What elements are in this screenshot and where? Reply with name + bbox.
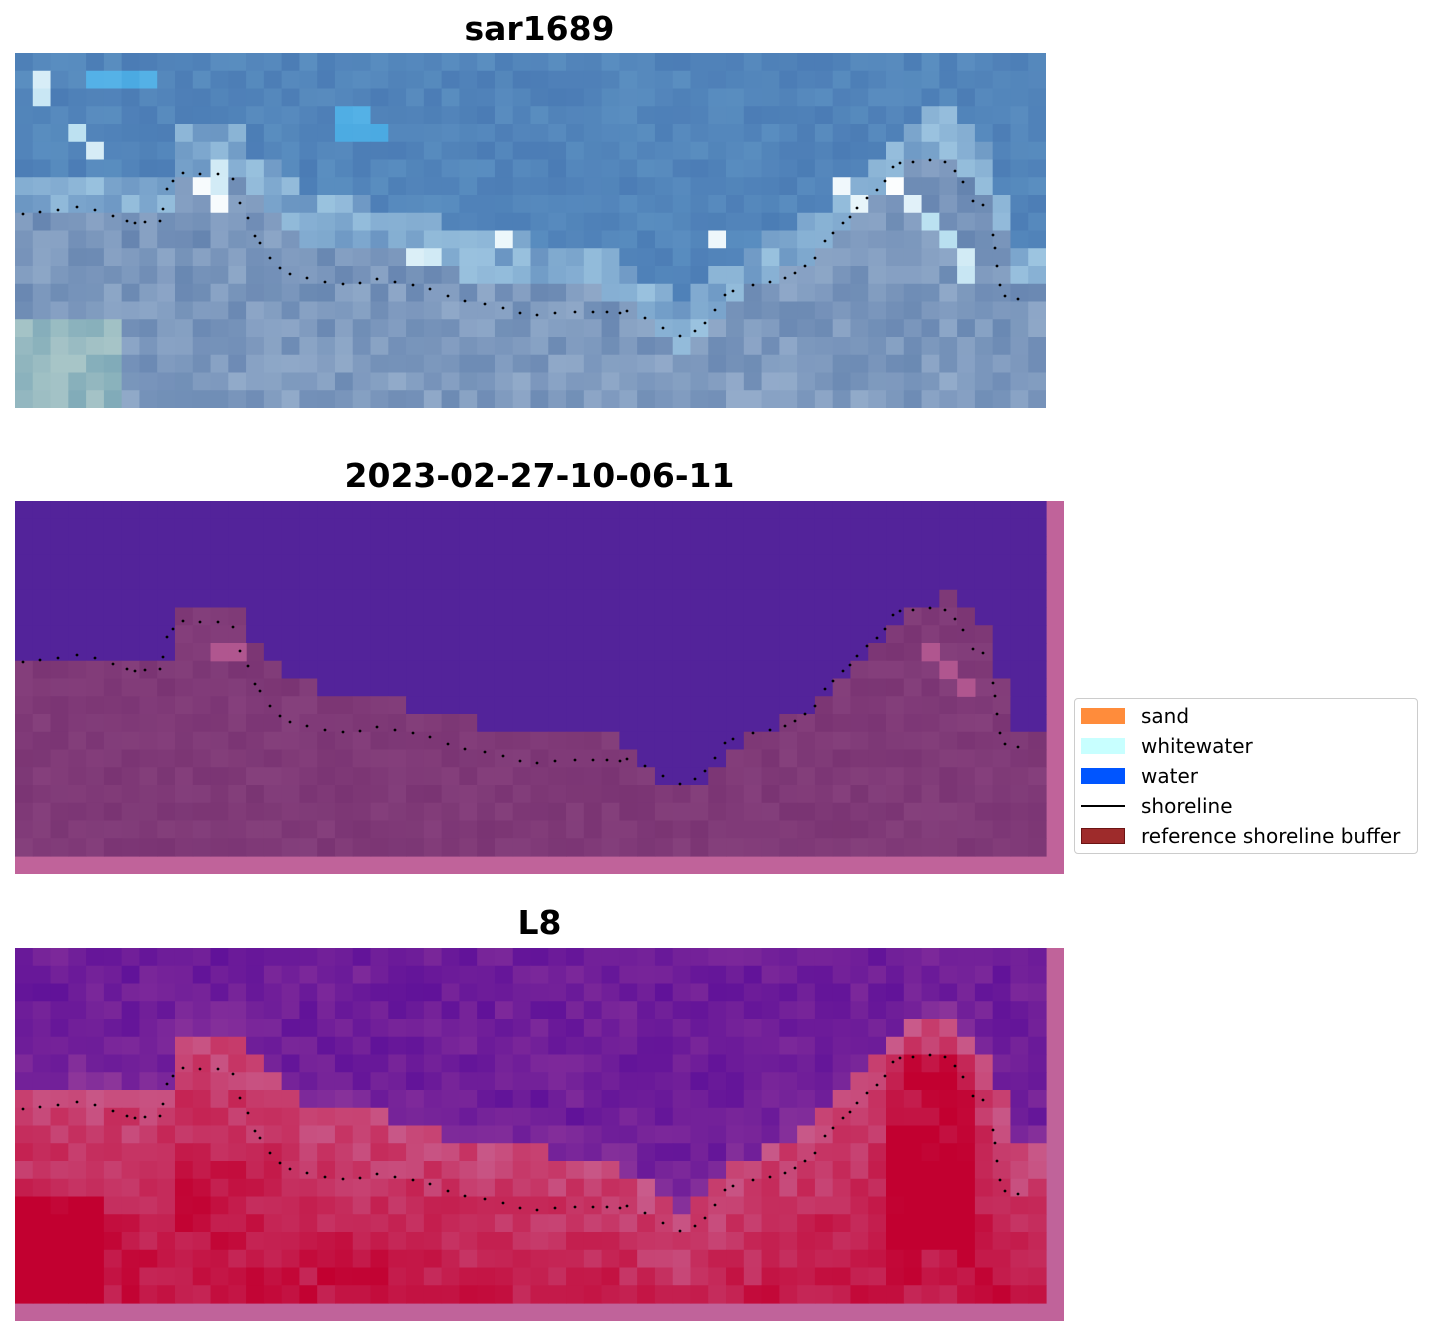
legend-label-reference-buffer: reference shoreline buffer: [1141, 824, 1401, 848]
sand-swatch: [1081, 708, 1125, 724]
legend-item-whitewater: whitewater: [1081, 731, 1253, 761]
water-swatch: [1081, 768, 1125, 784]
legend-label-shoreline: shoreline: [1141, 794, 1233, 818]
legend-item-water: water: [1081, 761, 1198, 791]
panel-title-classified: 2023-02-27-10-06-11: [344, 456, 735, 495]
shoreline-dots: [21, 606, 1020, 786]
legend-item-sand: sand: [1081, 701, 1189, 731]
shoreline-dots: [21, 158, 1020, 338]
legend-label-sand: sand: [1141, 704, 1190, 728]
legend-label-water: water: [1141, 764, 1198, 788]
whitewater-swatch: [1081, 738, 1125, 754]
panel-title-index: L8: [517, 903, 562, 942]
legend-item-reference-buffer: reference shoreline buffer: [1081, 821, 1400, 851]
rgb-satellite-image: [15, 53, 1046, 408]
water-index-image: [15, 948, 1064, 1321]
legend-label-whitewater: whitewater: [1141, 734, 1253, 758]
panel-title-rgb: sar1689: [464, 9, 615, 48]
shoreline-dots: [21, 1053, 1020, 1233]
legend: sand whitewater water shoreline referenc…: [1074, 698, 1418, 854]
classified-image: [15, 501, 1064, 874]
shoreline-line-symbol: [1081, 805, 1125, 807]
reference-buffer-swatch: [1081, 828, 1125, 844]
legend-item-shoreline: shoreline: [1081, 791, 1233, 821]
